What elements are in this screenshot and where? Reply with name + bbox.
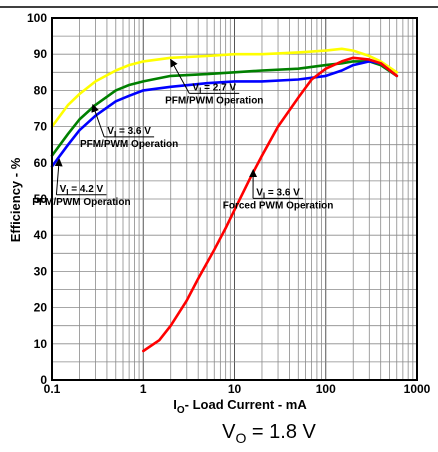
y-tick-label: 30 — [34, 264, 48, 278]
y-tick-label: 80 — [34, 83, 48, 97]
annotation-v-rest: = 3.6 V — [265, 187, 300, 198]
y-tick-label: 100 — [27, 11, 47, 25]
y-axis-label: Efficiency - % — [8, 157, 23, 242]
y-tick-label: 70 — [34, 120, 48, 134]
y-tick-label: 60 — [34, 156, 48, 170]
x-tick-label: 100 — [316, 382, 336, 396]
caption: VO = 1.8 V — [222, 421, 316, 446]
annotation-v-rest: = 3.6 V — [116, 126, 151, 137]
x-tick-label: 1000 — [404, 382, 431, 396]
x-tick-label: 10 — [228, 382, 242, 396]
annotation-v-rest: = 2.7 V — [201, 82, 236, 93]
y-tick-label: 10 — [34, 337, 48, 351]
y-tick-label: 50 — [34, 192, 48, 206]
x-axis-label: IO- Load Current - mA — [173, 397, 307, 416]
annotation-mode: PFM/PWM Operation — [165, 95, 263, 106]
y-tick-label: 90 — [34, 47, 48, 61]
caption-rest: = 1.8 V — [246, 421, 316, 443]
caption-main: V — [222, 421, 236, 443]
annotation-mode: Forced PWM Operation — [223, 200, 334, 211]
y-tick-label: 20 — [34, 301, 48, 315]
annotation-mode: PFM/PWM Operation — [80, 139, 178, 150]
caption-sub: O — [235, 430, 246, 446]
annotation-v-rest: = 4.2 V — [68, 184, 103, 195]
y-tick-label: 0 — [40, 373, 47, 387]
x-tick-label: 1 — [140, 382, 147, 396]
y-tick-label: 40 — [34, 228, 48, 242]
x-axis-label-rest: - Load Current - mA — [185, 397, 308, 412]
